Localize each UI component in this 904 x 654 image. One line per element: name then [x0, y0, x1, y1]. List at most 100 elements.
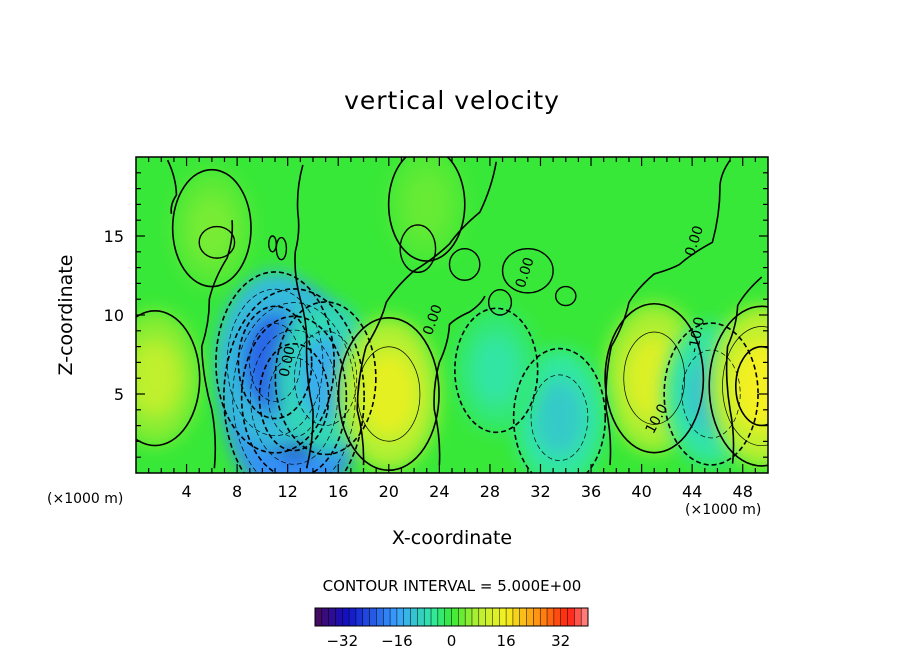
colorbar-swatch — [437, 608, 445, 626]
z-unit-label: (×1000 m) — [47, 491, 124, 507]
contour-line — [237, 305, 313, 420]
x-tick-label: 12 — [278, 482, 298, 501]
colorbar-swatch — [383, 608, 391, 626]
contour-line — [258, 342, 330, 452]
contour-line — [387, 157, 466, 262]
colorbar-frame — [314, 607, 589, 627]
contour-line — [681, 349, 741, 439]
field-feature — [388, 157, 465, 262]
colorbar-swatch — [390, 608, 398, 626]
colorbar-swatch — [519, 608, 527, 626]
colorbar-swatch — [492, 608, 500, 626]
field-feature — [454, 308, 538, 433]
colorbar-swatch — [315, 608, 323, 626]
x-tick-label: 28 — [480, 482, 500, 501]
contour-line — [663, 322, 759, 466]
colorbar-swatch — [417, 608, 425, 626]
contour-line — [294, 330, 358, 426]
chart-title: vertical velocity — [344, 86, 560, 115]
contour-blob — [501, 247, 554, 294]
colorbar-swatch — [335, 608, 343, 626]
contour-line — [240, 315, 348, 473]
contour-line — [215, 271, 335, 454]
colorbar-swatch — [451, 608, 459, 626]
colorbar-swatch — [369, 608, 377, 626]
colorbar-tick-label: −16 — [381, 632, 413, 650]
colorbar-swatch — [526, 608, 534, 626]
contour-blob — [198, 225, 236, 259]
contour-line — [223, 288, 365, 473]
x-tick-label: 4 — [181, 482, 191, 501]
colorbar-swatch — [458, 608, 466, 626]
colorbar-swatch — [362, 608, 370, 626]
contour-line — [249, 323, 301, 402]
colorbar-swatch — [533, 608, 541, 626]
colorbar-swatch — [424, 608, 432, 626]
x-unit-label: (×1000 m) — [685, 502, 762, 518]
colorbar-swatch — [403, 608, 411, 626]
contour-blob — [275, 236, 288, 261]
contour-line — [171, 168, 252, 288]
x-tick-label: 40 — [631, 482, 651, 501]
contour-line — [708, 305, 768, 467]
x-tick-label: 16 — [328, 482, 348, 501]
contour-blob — [487, 289, 513, 316]
colorbar-swatch — [444, 608, 452, 626]
x-tick-label: 24 — [429, 482, 449, 501]
y-tick-label: 15 — [104, 227, 124, 246]
contour-label: 0.00 — [276, 345, 298, 379]
colorbar-swatch — [410, 608, 418, 626]
zero-contour — [200, 220, 234, 469]
colorbar-swatch — [499, 608, 507, 626]
x-tick-label: 32 — [530, 482, 550, 501]
colorbar-swatch — [431, 608, 439, 626]
contour-line — [226, 288, 324, 437]
colorbar-swatch — [581, 608, 589, 626]
contour-line — [530, 374, 589, 461]
colorbar-swatch — [560, 608, 568, 626]
x-tick-label: 44 — [682, 482, 702, 501]
colorbar-swatch — [512, 608, 521, 626]
zero-contour — [166, 159, 178, 215]
contour-blob — [554, 285, 577, 307]
zero-contour — [356, 161, 498, 466]
contour-line — [136, 310, 201, 447]
colorbar-swatch — [471, 608, 480, 626]
contour-line — [604, 302, 705, 454]
contour-line — [454, 307, 539, 434]
contour-blob — [448, 247, 481, 281]
y-tick-label: 10 — [104, 306, 124, 325]
colorbar-swatch — [376, 608, 384, 626]
contour-blob — [399, 224, 437, 274]
colorbar-swatch — [396, 608, 405, 626]
zero-contour — [725, 276, 763, 464]
x-tick-label: 20 — [379, 482, 399, 501]
colorbar-tick-label: 0 — [447, 632, 457, 650]
field-feature — [172, 169, 252, 287]
contour-line — [250, 329, 338, 465]
contour-label: -10.0 — [686, 316, 708, 354]
contour-line — [735, 345, 768, 427]
colorbar-swatch — [547, 608, 555, 626]
zero-contour — [294, 164, 314, 469]
colorbar-tick-label: 32 — [551, 632, 570, 650]
zero-contour — [433, 295, 486, 466]
colorbar-swatch — [553, 608, 561, 626]
colorbar-swatch — [506, 608, 514, 626]
y-tick-label: 5 — [114, 385, 124, 404]
zero-contour — [605, 159, 731, 466]
x-tick-label: 36 — [581, 482, 601, 501]
x-tick-label: 48 — [733, 482, 753, 501]
colorbar-swatch — [342, 608, 350, 626]
colorbar-swatch — [328, 608, 336, 626]
colorbar-swatch — [567, 608, 575, 626]
colorbar-swatch — [355, 608, 364, 626]
contour-line — [623, 331, 686, 425]
colorbar-swatch — [574, 608, 582, 626]
colorbar-swatch — [478, 608, 486, 626]
colorbar-swatch — [540, 608, 548, 626]
field-feature — [136, 310, 200, 446]
contour-line — [722, 326, 768, 447]
contour-line — [232, 302, 356, 473]
